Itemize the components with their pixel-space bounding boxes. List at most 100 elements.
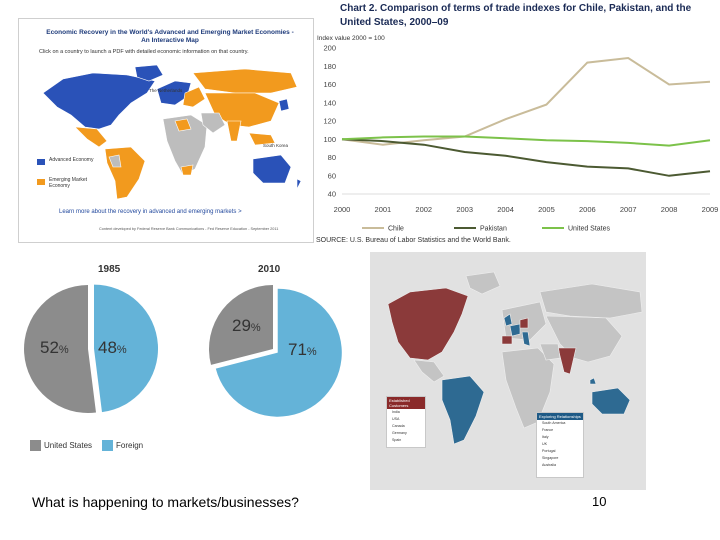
y-tick-label: 140 — [323, 98, 336, 107]
map1-south-africa — [180, 164, 194, 176]
exploring-item: Singapore — [542, 456, 559, 460]
exploring-item: Portugal — [542, 449, 556, 453]
map1-north-america — [42, 72, 156, 130]
pie-2010-year: 2010 — [258, 264, 281, 275]
learn-more-link[interactable]: Learn more about the recovery in advance… — [59, 209, 242, 215]
pie-1985-foreign-pct: 48% — [98, 338, 127, 357]
slide-question: What is happening to markets/businesses? — [32, 494, 299, 510]
line-chart-svg: 40 60 80 100 120 140 160 180 200 2000 2001 2002 2003… — [323, 44, 719, 233]
map1-credit: Content developed by Federal Reserve Ban… — [99, 227, 279, 231]
x-tick-label: 2003 — [456, 205, 473, 214]
exploring-item: France — [542, 428, 554, 432]
series-line-pakistan — [341, 138, 711, 177]
map1-new-zealand — [296, 178, 302, 190]
x-tick-label: 2001 — [375, 205, 392, 214]
map1-south-america-other — [108, 154, 122, 168]
map2-france — [509, 323, 521, 337]
map1-title: Economic Recovery in the World's Advance… — [46, 29, 294, 44]
y-tick-label: 120 — [323, 117, 336, 126]
map1-russia — [192, 68, 298, 94]
y-tick-label: 60 — [328, 171, 336, 180]
established-item: Spain — [392, 438, 402, 442]
y-tick-label: 180 — [323, 62, 336, 71]
label-netherlands: The Netherlands — [149, 88, 183, 93]
x-tick-label: 2002 — [415, 205, 432, 214]
x-tick-label: 2004 — [497, 205, 514, 214]
map2-spain — [501, 335, 513, 345]
chart-source: SOURCE: U.S. Bureau of Labor Statistics … — [316, 237, 511, 244]
y-tick-label: 160 — [323, 80, 336, 89]
page-number: 10 — [592, 494, 607, 509]
map2-singapore — [589, 377, 597, 385]
map2-germany — [519, 317, 529, 329]
map1-greenland — [134, 64, 164, 82]
established-item: Canada — [392, 424, 405, 428]
x-tick-label: 2006 — [579, 205, 596, 214]
y-tick-label: 40 — [328, 190, 336, 199]
pie-legend-foreign-label: Foreign — [116, 441, 144, 450]
legend-emerging-swatch — [37, 179, 45, 185]
legend-label: United States — [568, 226, 611, 233]
map2-india — [557, 347, 577, 375]
chart-title: Chart 2. Comparison of terms of trade in… — [340, 3, 692, 28]
x-tick-label: 2000 — [334, 205, 351, 214]
map2-mexico — [413, 359, 445, 383]
pie-2010-foreign-pct: 71% — [288, 340, 317, 359]
map1-africa — [162, 114, 208, 176]
exploring-relationships-panel: Exploring Relationships South America Fr… — [536, 412, 584, 478]
x-tick-label: 2009 — [702, 205, 719, 214]
established-title: Established Customers — [387, 397, 425, 409]
chart-y-label: Index value 2000 = 100 — [317, 35, 385, 42]
map1-africa-emerging — [174, 118, 192, 132]
legend-emerging-label: Emerging Market Economy — [49, 177, 88, 189]
label-south-korea: South Korea — [263, 143, 289, 148]
map1-europe-emerging — [182, 86, 206, 108]
economic-recovery-map: Economic Recovery in the World's Advance… — [18, 18, 314, 243]
established-item: Germany — [392, 431, 407, 435]
pie-legend-us-label: United States — [44, 441, 93, 450]
map1-middle-east — [200, 112, 226, 134]
x-tick-label: 2007 — [620, 205, 637, 214]
legend-advanced-label: Advanced Economy — [49, 157, 94, 163]
pie-2010-us-pct: 29% — [232, 316, 261, 335]
map1-se-asia — [248, 132, 276, 146]
map2-italy — [521, 331, 531, 347]
map2-uk — [503, 313, 513, 327]
pie-legend-us-swatch — [30, 440, 41, 451]
pie-1985-us-pct: 52% — [40, 338, 69, 357]
map1-india — [226, 120, 242, 142]
pie-1985-foreign-slice — [93, 284, 159, 413]
y-tick-label: 100 — [323, 135, 336, 144]
exploring-item: Italy — [542, 435, 549, 439]
legend-label: Chile — [388, 226, 404, 233]
map2-middle-east — [539, 343, 561, 361]
established-item: India — [392, 410, 400, 414]
map2-world-svg — [387, 271, 643, 445]
pie-1985-us-slice — [24, 285, 96, 413]
pie-legend-foreign-swatch — [102, 440, 113, 451]
x-tick-label: 2005 — [538, 205, 555, 214]
map1-mexico — [74, 126, 108, 148]
exploring-item: South America — [542, 421, 566, 425]
established-item: USA — [392, 417, 400, 421]
map1-world-svg — [42, 64, 302, 200]
customer-relationship-map: Established Customers India USA Canada G… — [370, 252, 646, 490]
established-customers-panel: Established Customers India USA Canada G… — [386, 396, 426, 448]
series-line-united-states — [341, 135, 711, 147]
map1-australia — [252, 154, 292, 184]
pie-2010-us-slice — [208, 284, 273, 365]
map2-south-america — [441, 375, 485, 445]
map2-greenland — [465, 271, 501, 295]
terms-of-trade-chart: Chart 2. Comparison of terms of trade in… — [314, 0, 720, 248]
y-tick-label: 80 — [328, 153, 336, 162]
map2-russia — [539, 283, 643, 319]
pie-1985-year: 1985 — [98, 264, 121, 275]
map1-subtitle: Click on a country to launch a PDF with … — [39, 49, 249, 55]
map1-japan-korea — [278, 98, 290, 112]
y-tick-label: 200 — [323, 44, 336, 53]
x-tick-label: 2008 — [661, 205, 678, 214]
map2-north-america — [387, 287, 469, 361]
legend-label: Pakistan — [480, 226, 507, 233]
exploring-item: UK — [542, 442, 547, 446]
